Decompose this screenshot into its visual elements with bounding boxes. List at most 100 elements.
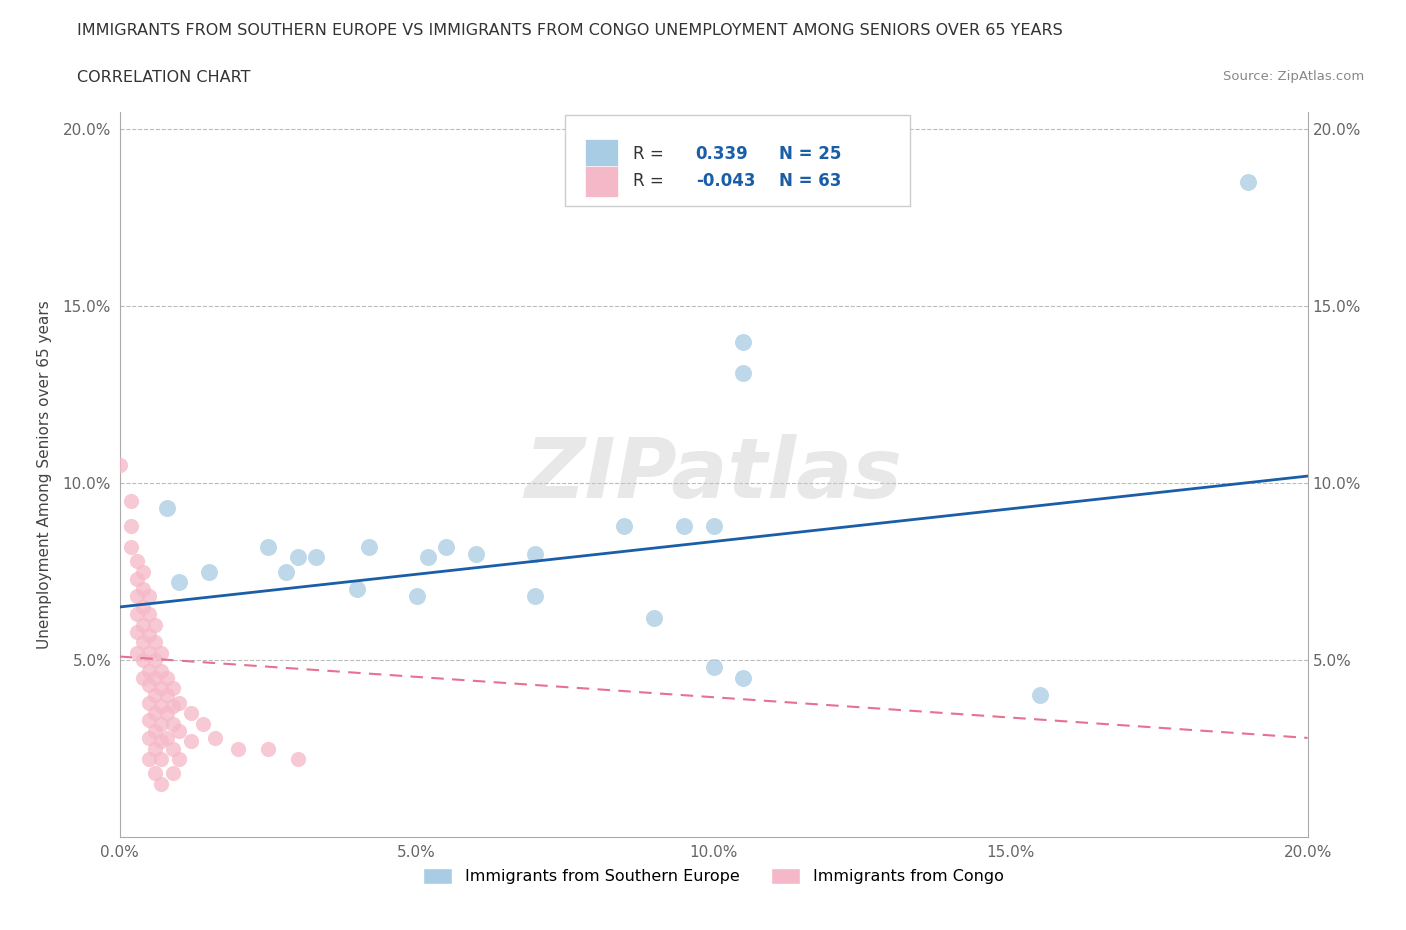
Point [127, 553, 149, 568]
Point [418, 550, 440, 565]
Point [733, 366, 755, 381]
Point [643, 610, 665, 625]
FancyBboxPatch shape [585, 139, 619, 169]
Point [150, 698, 173, 713]
Point [167, 751, 190, 766]
Point [143, 741, 166, 756]
Point [138, 628, 160, 643]
Text: ZIPatlas: ZIPatlas [524, 433, 903, 515]
Point [162, 681, 184, 696]
Point [138, 730, 160, 745]
Point [304, 550, 326, 565]
Point [167, 695, 190, 710]
Point [257, 539, 280, 554]
Point [156, 730, 179, 745]
Point [132, 618, 155, 632]
Point [138, 751, 160, 766]
Point [464, 547, 488, 562]
Y-axis label: Unemployment Among Seniors over 65 years: Unemployment Among Seniors over 65 years [37, 300, 52, 649]
Point [156, 500, 179, 515]
Point [143, 766, 166, 781]
Point [167, 724, 190, 738]
Point [150, 777, 173, 791]
Point [132, 565, 155, 579]
Point [108, 458, 131, 472]
Point [138, 606, 160, 621]
Point [150, 681, 173, 696]
Point [138, 645, 160, 660]
Point [672, 518, 695, 533]
Point [274, 565, 297, 579]
Point [703, 518, 725, 533]
Point [132, 582, 155, 597]
Point [204, 730, 226, 745]
Text: R =: R = [633, 172, 664, 191]
Point [120, 539, 142, 554]
Text: CORRELATION CHART: CORRELATION CHART [77, 70, 250, 85]
Point [228, 741, 250, 756]
Point [733, 334, 755, 349]
Point [162, 716, 184, 731]
Point [127, 571, 149, 586]
Point [143, 653, 166, 668]
Point [191, 716, 214, 731]
Point [127, 589, 149, 604]
Point [346, 582, 368, 597]
Point [405, 589, 427, 604]
Point [150, 751, 173, 766]
Point [127, 624, 149, 639]
Point [150, 716, 173, 731]
Point [150, 645, 173, 660]
Point [127, 606, 149, 621]
FancyBboxPatch shape [565, 115, 910, 206]
Point [197, 565, 219, 579]
Point [162, 741, 184, 756]
Point [434, 539, 457, 554]
Point [132, 600, 155, 615]
Text: Source: ZipAtlas.com: Source: ZipAtlas.com [1223, 70, 1364, 83]
Point [357, 539, 380, 554]
Point [257, 741, 280, 756]
Point [1237, 175, 1260, 190]
Point [287, 550, 309, 565]
Text: N = 25: N = 25 [779, 145, 841, 163]
Point [143, 706, 166, 721]
Point [132, 671, 155, 685]
Text: -0.043: -0.043 [696, 172, 755, 191]
Point [138, 712, 160, 727]
Point [120, 518, 142, 533]
Point [524, 547, 547, 562]
Point [156, 706, 179, 721]
Point [143, 635, 166, 650]
Point [287, 751, 309, 766]
Point [162, 766, 184, 781]
Point [162, 698, 184, 713]
Point [156, 688, 179, 703]
Point [132, 635, 155, 650]
Point [138, 677, 160, 692]
Point [180, 734, 202, 749]
Text: N = 63: N = 63 [779, 172, 841, 191]
Point [733, 671, 755, 685]
Point [143, 724, 166, 738]
Point [138, 589, 160, 604]
Point [150, 734, 173, 749]
Point [138, 695, 160, 710]
Point [127, 645, 149, 660]
Point [613, 518, 636, 533]
Point [180, 706, 202, 721]
Text: IMMIGRANTS FROM SOUTHERN EUROPE VS IMMIGRANTS FROM CONGO UNEMPLOYMENT AMONG SENI: IMMIGRANTS FROM SOUTHERN EUROPE VS IMMIG… [77, 23, 1063, 38]
Point [524, 589, 547, 604]
Point [143, 688, 166, 703]
FancyBboxPatch shape [585, 166, 619, 196]
Point [167, 575, 190, 590]
Point [1029, 688, 1052, 703]
Point [156, 671, 179, 685]
Point [703, 659, 725, 674]
Text: 0.339: 0.339 [696, 145, 748, 163]
Text: R =: R = [633, 145, 664, 163]
Point [150, 663, 173, 678]
Point [138, 663, 160, 678]
Point [143, 671, 166, 685]
Point [120, 494, 142, 509]
